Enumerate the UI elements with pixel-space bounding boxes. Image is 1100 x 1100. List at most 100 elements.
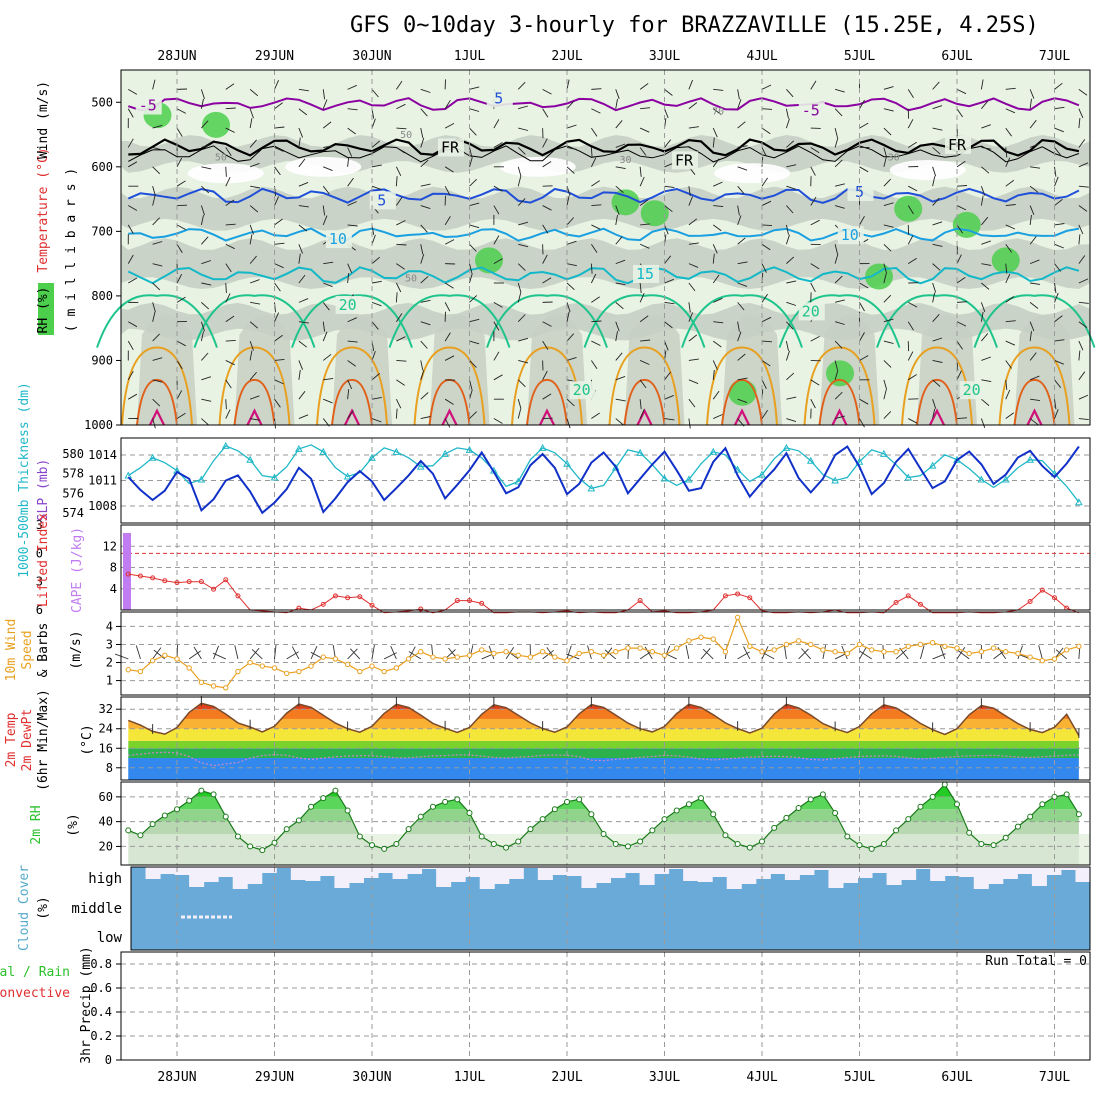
upper-wind-barb xyxy=(834,340,843,349)
top-date-label: 29JUN xyxy=(255,49,294,64)
upper-wind-barb xyxy=(396,220,406,226)
upper-wind-barb xyxy=(1054,127,1064,133)
temp-axis-label-line2: 2m DewPt xyxy=(20,709,35,772)
lifted-index-point xyxy=(418,606,424,612)
upper-wind-barb xyxy=(883,263,888,274)
rh-point xyxy=(539,816,546,823)
upper-wind-barb xyxy=(444,239,455,245)
upper-wind-barb xyxy=(566,263,577,267)
thickness-point xyxy=(246,455,254,463)
upper-wind-barb xyxy=(127,108,134,118)
upper-wind-barb xyxy=(761,293,768,303)
upper-wind-barb xyxy=(200,331,204,342)
wind-speed-point xyxy=(783,641,790,648)
wind-speed-point xyxy=(454,654,461,660)
upper-wind-barb xyxy=(298,391,306,400)
thickness-point xyxy=(392,447,401,455)
upper-wind-barb xyxy=(420,88,431,93)
upper-wind-barb xyxy=(1054,379,1062,388)
top-date-label: 2JUL xyxy=(551,49,582,64)
upper-wind-barb xyxy=(1030,282,1041,285)
upper-wind-barb xyxy=(274,126,285,129)
upper-wind-barb xyxy=(566,333,575,342)
rh-point xyxy=(990,842,997,849)
upper-wind-barb xyxy=(371,301,382,307)
upper-wind-barb xyxy=(1005,179,1015,187)
isotherm-20-dome xyxy=(876,294,998,348)
upper-wind-barb xyxy=(420,370,425,380)
surface-wind-barb xyxy=(390,645,397,660)
upper-wind-barb xyxy=(542,108,549,118)
thickness-point xyxy=(441,449,449,457)
surface-wind-barb xyxy=(274,644,277,659)
lifted-index-point xyxy=(150,575,156,581)
pressure-tick-label: 500 xyxy=(91,95,113,109)
upper-wind-barb xyxy=(1078,224,1084,235)
upper-wind-barb xyxy=(517,292,522,303)
upper-wind-barb xyxy=(932,408,936,419)
upper-wind-barb xyxy=(249,234,253,245)
rh-point xyxy=(795,805,802,812)
rh-tick-label: 40 xyxy=(99,815,113,829)
upper-wind-barb xyxy=(152,302,156,313)
upper-wind-barb xyxy=(932,337,943,342)
upper-wind-barb xyxy=(274,80,280,90)
upper-wind-barb xyxy=(420,205,431,210)
temp-color-band xyxy=(128,748,1079,759)
upper-wind-barb xyxy=(908,257,917,265)
upper-wind-barb xyxy=(834,108,843,117)
isotherm-label-bg xyxy=(945,135,971,154)
thickness-point xyxy=(319,447,328,455)
upper-wind-barb xyxy=(322,215,328,226)
cloud-high-gap xyxy=(537,867,553,880)
upper-wind-barb xyxy=(859,332,865,342)
upper-wind-barb xyxy=(420,183,431,187)
upper-wind-barb xyxy=(591,296,600,303)
upper-wind-barb xyxy=(323,166,333,172)
upper-wind-barb xyxy=(249,395,260,400)
upper-wind-barb xyxy=(664,255,672,264)
upper-wind-barb xyxy=(980,418,986,429)
upper-wind-barb xyxy=(396,313,403,322)
upper-wind-barb xyxy=(493,258,503,265)
rh-contour-label: 50 xyxy=(215,152,227,163)
upper-wind-barb xyxy=(493,321,500,331)
slp-line xyxy=(127,445,1080,515)
upper-wind-barb xyxy=(883,202,894,206)
upper-wind-barb xyxy=(128,393,138,400)
upper-wind-barb xyxy=(444,418,451,428)
upper-wind-barb xyxy=(639,199,649,206)
upper-wind-barb xyxy=(834,391,843,400)
upper-wind-barb xyxy=(566,147,577,150)
upper-wind-barb xyxy=(176,412,186,419)
upper-wind-barb xyxy=(639,176,645,187)
upper-wind-barb xyxy=(737,237,746,245)
upper-wind-barb xyxy=(688,126,699,129)
upper-wind-barb xyxy=(956,205,967,211)
upper-wind-barb xyxy=(1054,243,1064,249)
upper-wind-barb xyxy=(347,224,358,227)
upper-wind-barb xyxy=(249,350,253,361)
upper-wind-barb xyxy=(420,159,429,168)
isotherm-35-peak xyxy=(344,408,360,426)
upper-wind-barb xyxy=(1029,331,1032,342)
upper-wind-barb xyxy=(298,127,304,138)
rh-high-blob xyxy=(611,189,640,216)
isotherm-label: FR xyxy=(675,151,694,169)
cloud-high-gap xyxy=(799,867,815,875)
upper-wind-barb xyxy=(883,360,892,368)
wind-speed-point xyxy=(186,665,192,671)
surface-wind-barb xyxy=(286,651,299,660)
upper-wind-barb xyxy=(1054,166,1057,177)
lifted-index-point xyxy=(174,580,180,586)
upper-wind-barb xyxy=(298,244,304,254)
upper-wind-barb xyxy=(786,164,797,168)
wind-axis-label-line2: Speed xyxy=(20,630,35,669)
upper-wind-barb xyxy=(225,263,232,273)
surface-wind-barb xyxy=(565,653,580,660)
upper-wind-barb xyxy=(249,279,260,284)
rh-panel: 20 40 60 xyxy=(99,781,1091,866)
cloud-axis-units: (%) xyxy=(36,896,51,919)
upper-wind-barb xyxy=(810,147,820,154)
thickness-point xyxy=(782,443,791,451)
